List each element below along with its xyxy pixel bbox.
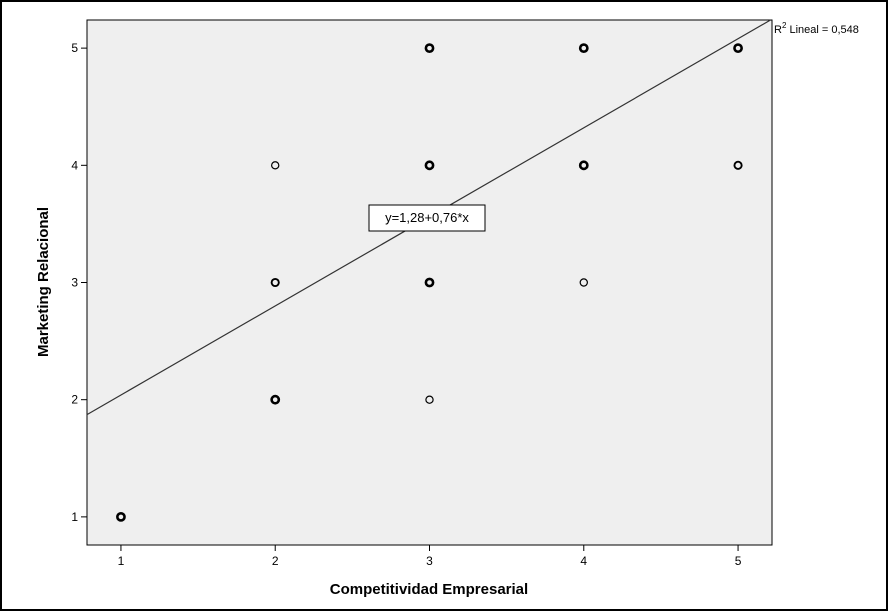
data-point (424, 160, 435, 171)
y-tick-label: 1 (71, 510, 78, 524)
x-axis-ticks: 1 2 3 4 5 (118, 545, 742, 568)
x-tick-label: 1 (118, 554, 125, 568)
r-squared-label: R2 Lineal = 0,548 (774, 21, 859, 36)
data-points (116, 43, 743, 522)
data-point (424, 43, 435, 54)
data-point (424, 277, 435, 288)
x-tick-label: 3 (426, 554, 433, 568)
data-point (270, 277, 280, 288)
data-point (579, 278, 588, 287)
x-tick-label: 2 (272, 554, 279, 568)
x-tick-label: 5 (735, 554, 742, 568)
x-tick-label: 4 (580, 554, 587, 568)
data-point (425, 395, 434, 404)
data-point (733, 43, 743, 54)
data-point (578, 43, 589, 54)
x-axis-title: Competitividad Empresarial (330, 581, 528, 598)
equation-box (368, 204, 486, 232)
equation-annotation: y=1,28+0,76*x (368, 204, 486, 232)
data-point (578, 160, 589, 171)
r-squared-superscript: 2 (782, 21, 787, 30)
data-point (733, 160, 743, 170)
y-axis-ticks: 1 2 3 4 5 (71, 41, 87, 524)
y-axis-title: Marketing Relacional (35, 207, 52, 357)
equation-label: y=1,28+0,76*x (385, 210, 469, 225)
plot-area (86, 19, 773, 546)
r-squared-value: Lineal = 0,548 (786, 24, 858, 36)
y-tick-label: 3 (71, 276, 78, 290)
y-tick-label: 4 (71, 158, 78, 172)
data-point (116, 511, 126, 522)
r-squared-prefix: R (774, 24, 782, 36)
y-tick-label: 5 (71, 41, 78, 55)
data-point (270, 394, 281, 405)
y-tick-label: 2 (71, 393, 78, 407)
data-point (271, 161, 280, 170)
